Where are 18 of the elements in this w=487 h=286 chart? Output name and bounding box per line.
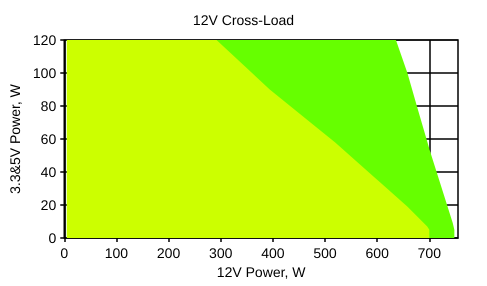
y-tick-label: 0 xyxy=(48,230,56,246)
chart-title: 12V Cross-Load xyxy=(192,12,294,28)
x-tick-label: 500 xyxy=(313,245,337,261)
x-tick-label: 200 xyxy=(156,245,180,261)
y-axis-title: 3.3&5V Power, W xyxy=(7,83,23,194)
y-tick-label: 80 xyxy=(40,98,56,114)
y-tick-label: 40 xyxy=(40,164,56,180)
y-tick-label: 120 xyxy=(32,32,56,48)
x-tick-label: 700 xyxy=(418,245,442,261)
x-tick-label: 0 xyxy=(60,245,68,261)
x-tick-label: 400 xyxy=(261,245,285,261)
x-tick-label: 600 xyxy=(365,245,390,261)
y-tick-label: 60 xyxy=(40,131,56,147)
y-tick-label: 100 xyxy=(32,65,56,81)
x-tick-label: 300 xyxy=(209,245,233,261)
y-tick-label: 20 xyxy=(40,197,56,213)
x-axis-title: 12V Power, W xyxy=(216,264,306,280)
x-tick-label: 100 xyxy=(104,245,128,261)
